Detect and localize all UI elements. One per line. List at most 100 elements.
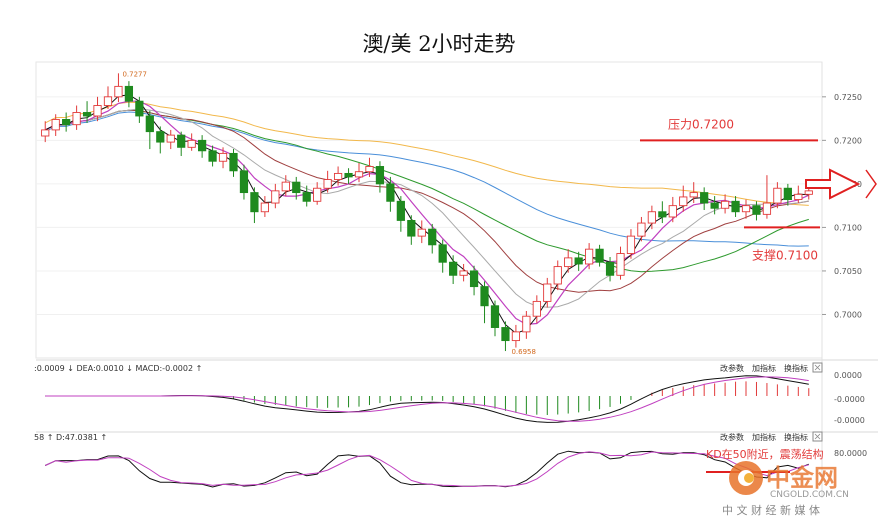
close-icon-x	[814, 433, 821, 440]
candle-body	[103, 96, 113, 106]
candle-body	[51, 119, 60, 131]
candle-body	[511, 331, 521, 342]
candle-body	[386, 183, 395, 202]
candle-body	[260, 202, 269, 213]
candle-body	[250, 192, 259, 213]
candle-body	[177, 134, 186, 148]
candle-body	[522, 315, 531, 333]
candle-body	[553, 266, 562, 285]
candle-body	[93, 105, 102, 117]
kdj-annotation: KD在50附近，震荡结构	[706, 447, 824, 461]
candle-body	[302, 192, 311, 202]
kdj-header: 58 ↑ D:47.0381 ↑	[34, 433, 107, 442]
candle-body	[229, 152, 238, 172]
candle-body	[469, 270, 479, 288]
candle-body	[438, 244, 447, 263]
y-tick-label: 0.7100	[834, 223, 862, 232]
candle-body	[156, 131, 165, 143]
candle-body	[449, 261, 458, 276]
candle-body	[354, 171, 364, 178]
y-tick-label: 0.7250	[834, 93, 862, 102]
candle-body	[700, 192, 709, 204]
indicator-button[interactable]: 改参数	[720, 363, 744, 373]
kdj-y-tick-label: 80.0000	[834, 449, 867, 458]
candle-body	[72, 112, 81, 126]
candle-body	[281, 181, 290, 192]
macd-dif-line	[45, 375, 809, 423]
logo-text: 中金网	[766, 464, 838, 492]
candle-body	[375, 166, 385, 185]
indicator-button[interactable]: 换指标	[784, 432, 808, 442]
ma-line-yellow	[44, 101, 809, 206]
candle-body	[124, 85, 134, 102]
kdj-k-line	[44, 450, 809, 488]
logo-tagline: 中 文 财 经 新 媒 体	[722, 503, 820, 517]
candle-body	[62, 119, 71, 126]
candle-body	[271, 190, 280, 204]
candle-body	[490, 305, 500, 328]
candle-body	[187, 139, 196, 148]
y-tick-label: 0.7050	[834, 267, 862, 276]
candle-body	[574, 257, 583, 265]
candle-body	[480, 286, 489, 307]
candle-body	[668, 205, 677, 218]
candle-body	[585, 248, 594, 265]
candle-body	[323, 179, 332, 189]
logo-icon-core	[744, 473, 754, 483]
y-tick-label: 0.7000	[834, 310, 862, 319]
macd-y-tick-label: -0.0000	[834, 395, 865, 404]
candle-body	[407, 219, 416, 237]
candle-body	[333, 172, 343, 180]
macd-y-tick-label: 0.0000	[834, 371, 862, 380]
macd-dea-line	[45, 376, 809, 422]
candle-body	[762, 202, 772, 215]
resistance-label: 压力0.7200	[668, 117, 734, 131]
candle-body	[313, 187, 322, 202]
candle-body	[689, 192, 698, 198]
candle-body	[616, 253, 625, 276]
candle-body	[532, 300, 541, 317]
candle-body	[543, 283, 552, 302]
candle-body	[773, 187, 782, 204]
candle-body	[710, 202, 719, 209]
kdj-d-line	[44, 451, 809, 487]
macd-y-tick-label: -0.0000	[834, 416, 865, 425]
candle-body	[166, 134, 175, 143]
high-label: 0.7277	[122, 70, 147, 78]
candle-body	[501, 327, 510, 342]
logo-site: CNGOLD.COM.CN	[770, 490, 849, 500]
candle-body	[783, 187, 792, 201]
candle-body	[292, 181, 301, 194]
ma-line-gray	[44, 108, 809, 308]
candle-body	[605, 261, 615, 276]
ma-line-magenta	[44, 100, 810, 326]
support-label: 支撑0.7100	[752, 247, 818, 262]
candle-body	[679, 196, 688, 207]
candle-body	[208, 150, 217, 162]
candle-body	[720, 200, 730, 209]
candle-body	[428, 228, 437, 246]
candle-body	[41, 129, 50, 137]
candle-body	[626, 235, 636, 254]
candle-body	[114, 85, 123, 98]
ma-line-maroon	[44, 109, 809, 293]
candle-body	[218, 152, 228, 162]
candle-body	[239, 170, 249, 194]
indicator-button[interactable]: 改参数	[720, 432, 744, 442]
chevron-right-icon	[865, 169, 877, 199]
candle-body	[647, 211, 656, 224]
candle-body	[804, 190, 813, 195]
candle-body	[658, 211, 667, 218]
indicator-button[interactable]: 换指标	[784, 363, 808, 373]
candle-body	[459, 270, 468, 276]
candle-body	[396, 200, 405, 221]
candle-body	[731, 200, 740, 213]
candle-body	[344, 172, 353, 178]
indicator-button[interactable]: 加指标	[752, 432, 776, 442]
indicator-button[interactable]: 加指标	[752, 363, 776, 373]
chart-title: 澳/美 2小时走势	[362, 32, 516, 56]
y-tick-label: 0.7200	[834, 136, 862, 145]
candle-body	[595, 248, 604, 263]
candle-body	[637, 222, 646, 237]
